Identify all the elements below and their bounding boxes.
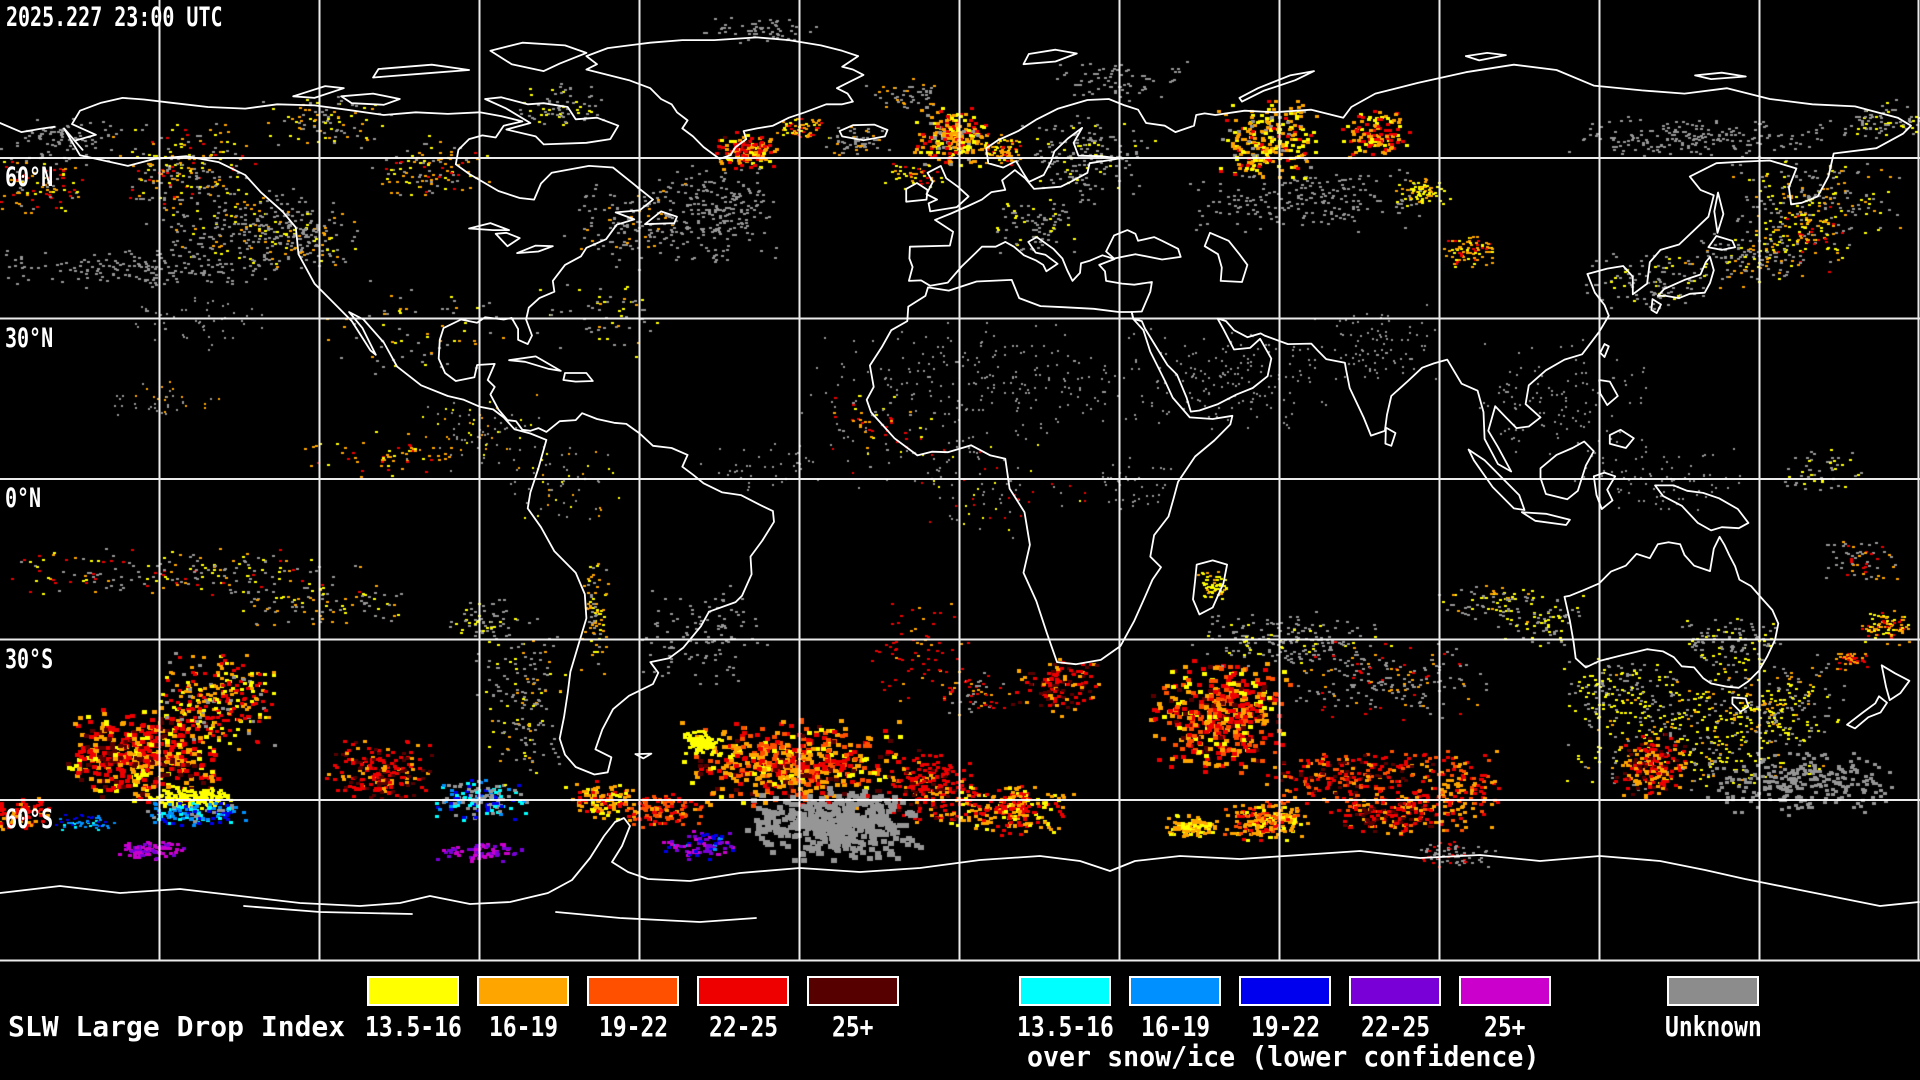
coast-taiwan <box>1599 343 1610 358</box>
coast-australia <box>1563 535 1780 689</box>
coast-africa <box>865 278 1234 666</box>
legend-swatch-warm-25+ <box>807 976 899 1006</box>
coast-greenland <box>585 36 865 160</box>
lat-label-30N: 30°N <box>5 322 54 354</box>
coast-qe-islands <box>372 63 471 79</box>
legend-label-snowice-16-19: 16-19 <box>1140 1010 1210 1043</box>
coast-iceland <box>838 123 889 142</box>
lat-label-60N: 60°N <box>5 162 54 193</box>
legend-swatch-warm-22-25 <box>697 976 789 1006</box>
timestamp: 2025.227 23:00 UTC <box>6 2 223 33</box>
coast-severnaya-zemlya <box>1465 52 1507 62</box>
legend-title: SLW Large Drop Index <box>8 1010 346 1043</box>
legend-swatch-snowice-25+ <box>1459 976 1551 1006</box>
legend-snow-ice-caption: over snow/ice (lower confidence) <box>1027 1040 1540 1073</box>
coast-lake-superior <box>468 222 511 232</box>
coast-chukotka-edge <box>0 122 56 134</box>
legend-swatch-warm-19-22 <box>587 976 679 1006</box>
coast-java <box>1521 511 1571 526</box>
coast-antarctica <box>0 817 1920 907</box>
coast-sri-lanka <box>1384 426 1397 447</box>
coast-lake-huron <box>494 231 521 248</box>
legend-label-snowice-22-25: 22-25 <box>1360 1010 1430 1043</box>
legend-label-unknown: Unknown <box>1664 1010 1762 1043</box>
legend-label-warm-19-22: 19-22 <box>598 1010 668 1043</box>
legend-swatch-snowice-16-19 <box>1129 976 1221 1006</box>
legend-label-snowice-25+: 25+ <box>1484 1010 1526 1043</box>
coast-tasmania <box>1731 696 1750 713</box>
coast-sulawesi <box>1592 471 1617 510</box>
legend-swatch-warm-13.5-16 <box>367 976 459 1006</box>
coast-svalbard <box>1022 48 1078 66</box>
coast-nz-south <box>1846 695 1888 730</box>
lat-label-60S: 60°S <box>5 804 54 835</box>
graticule <box>0 0 1920 962</box>
legend-label-warm-25+: 25+ <box>832 1010 874 1043</box>
coast-cuba <box>508 355 562 372</box>
lat-label-0N: 0°N <box>5 483 42 514</box>
coast-nz-north <box>1880 664 1911 701</box>
legend-swatch-snowice-22-25 <box>1349 976 1441 1006</box>
coast-victoria-island <box>340 92 401 106</box>
coast-madagascar <box>1192 559 1228 616</box>
coast-hispaniola <box>562 372 594 383</box>
coast-black-sea <box>1105 229 1182 261</box>
coast-sakhalin <box>1713 191 1725 234</box>
coast-kyushu <box>1650 298 1662 315</box>
legend-label-warm-22-25: 22-25 <box>708 1010 778 1043</box>
legend-swatch-unknown <box>1667 976 1759 1006</box>
coast-novaya-zemlya <box>1238 70 1315 103</box>
coastlines <box>0 36 1920 923</box>
coast-falklands <box>634 752 653 760</box>
coast-caspian-sea <box>1203 231 1249 283</box>
legend-label-snowice-19-22: 19-22 <box>1250 1010 1320 1043</box>
coast-honshu <box>1656 255 1715 300</box>
coast-ireland <box>905 182 929 203</box>
legend-swatch-snowice-13.5-16 <box>1019 976 1111 1006</box>
legend-label-warm-13.5-16: 13.5-16 <box>364 1010 462 1043</box>
legend-swatch-warm-16-19 <box>477 976 569 1006</box>
coast-baffin <box>484 96 620 146</box>
coast-antarctica-inner-2 <box>555 911 757 923</box>
lat-label-30S: 30°S <box>5 643 54 675</box>
coast-luzon <box>1598 379 1619 407</box>
legend-swatch-snowice-19-22 <box>1239 976 1331 1006</box>
coast-americas <box>63 97 775 776</box>
coast-banks-island <box>292 85 345 99</box>
coast-new-siberian <box>1694 71 1747 80</box>
legend-label-snowice-13.5-16: 13.5-16 <box>1016 1010 1114 1043</box>
coast-antarctica-inner-1 <box>243 905 413 915</box>
coast-eurasia <box>908 63 1912 473</box>
coast-hokkaido <box>1707 235 1736 251</box>
coast-mindanao <box>1608 428 1635 449</box>
coast-uk <box>925 164 970 213</box>
legend-label-warm-16-19: 16-19 <box>488 1010 558 1043</box>
coast-new-guinea <box>1654 484 1750 532</box>
coast-ellesmere <box>489 41 588 72</box>
coast-sumatra <box>1467 448 1526 511</box>
coast-newfoundland <box>644 210 678 226</box>
coast-lake-erie <box>516 244 554 255</box>
coast-borneo <box>1539 440 1595 501</box>
